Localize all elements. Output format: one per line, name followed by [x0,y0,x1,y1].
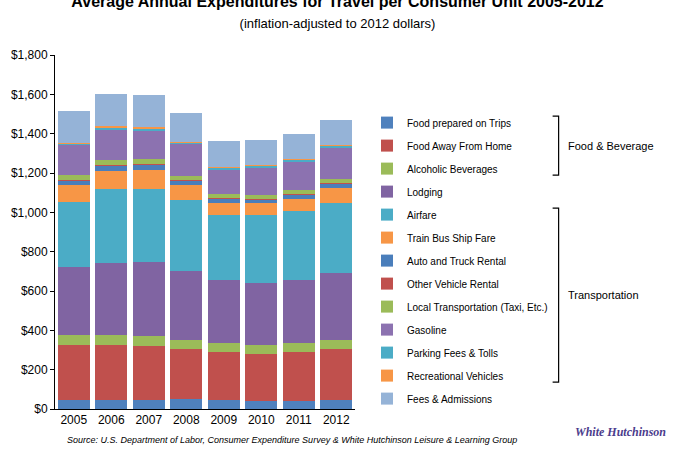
svg-text:Train Bus Ship Fare: Train Bus Ship Fare [407,233,496,244]
svg-text:2006: 2006 [98,413,125,427]
svg-text:Parking Fees & Tolls: Parking Fees & Tolls [407,348,498,359]
svg-text:2012: 2012 [323,413,350,427]
svg-text:Fees & Admissions: Fees & Admissions [407,394,492,405]
svg-text:$1,800: $1,800 [11,48,48,62]
svg-text:Food prepared on Trips: Food prepared on Trips [407,118,511,129]
svg-text:$1,000: $1,000 [11,206,48,220]
svg-text:2007: 2007 [135,413,162,427]
svg-text:$600: $600 [21,284,48,298]
svg-text:$400: $400 [21,324,48,338]
svg-text:2010: 2010 [248,413,275,427]
svg-text:Airfare: Airfare [407,210,437,221]
svg-text:Alcoholic Beverages: Alcoholic Beverages [407,164,498,175]
svg-text:2011: 2011 [286,413,312,427]
svg-text:$1,400: $1,400 [11,127,48,141]
svg-text:Auto and Truck Rental: Auto and Truck Rental [407,256,506,267]
svg-text:$800: $800 [21,245,48,259]
svg-text:2009: 2009 [210,413,237,427]
svg-text:Recreational Vehicles: Recreational Vehicles [407,371,503,382]
svg-text:$0: $0 [34,402,48,416]
svg-text:$1,600: $1,600 [11,88,48,102]
svg-text:Average Annual Expenditures fo: Average Annual Expenditures for Travel p… [71,0,603,31]
svg-text:$1,200: $1,200 [11,166,48,180]
svg-text:Transportation: Transportation [568,289,639,301]
svg-text:2005: 2005 [60,413,87,427]
svg-text:2008: 2008 [173,413,200,427]
svg-text:Gasoline: Gasoline [407,325,447,336]
svg-text:Other Vehicle Rental: Other Vehicle Rental [407,279,499,290]
svg-text:White Hutchinson: White Hutchinson [575,425,666,439]
svg-text:Local Transportation (Taxi, Et: Local Transportation (Taxi, Etc.) [407,302,548,313]
svg-text:Source: U.S. Department of Lab: Source: U.S. Department of Labor, Consum… [67,435,517,445]
svg-text:Lodging: Lodging [407,187,443,198]
svg-text:Food Away From Home: Food Away From Home [407,141,512,152]
svg-text:Food & Beverage: Food & Beverage [568,140,654,152]
svg-text:$200: $200 [21,363,48,377]
